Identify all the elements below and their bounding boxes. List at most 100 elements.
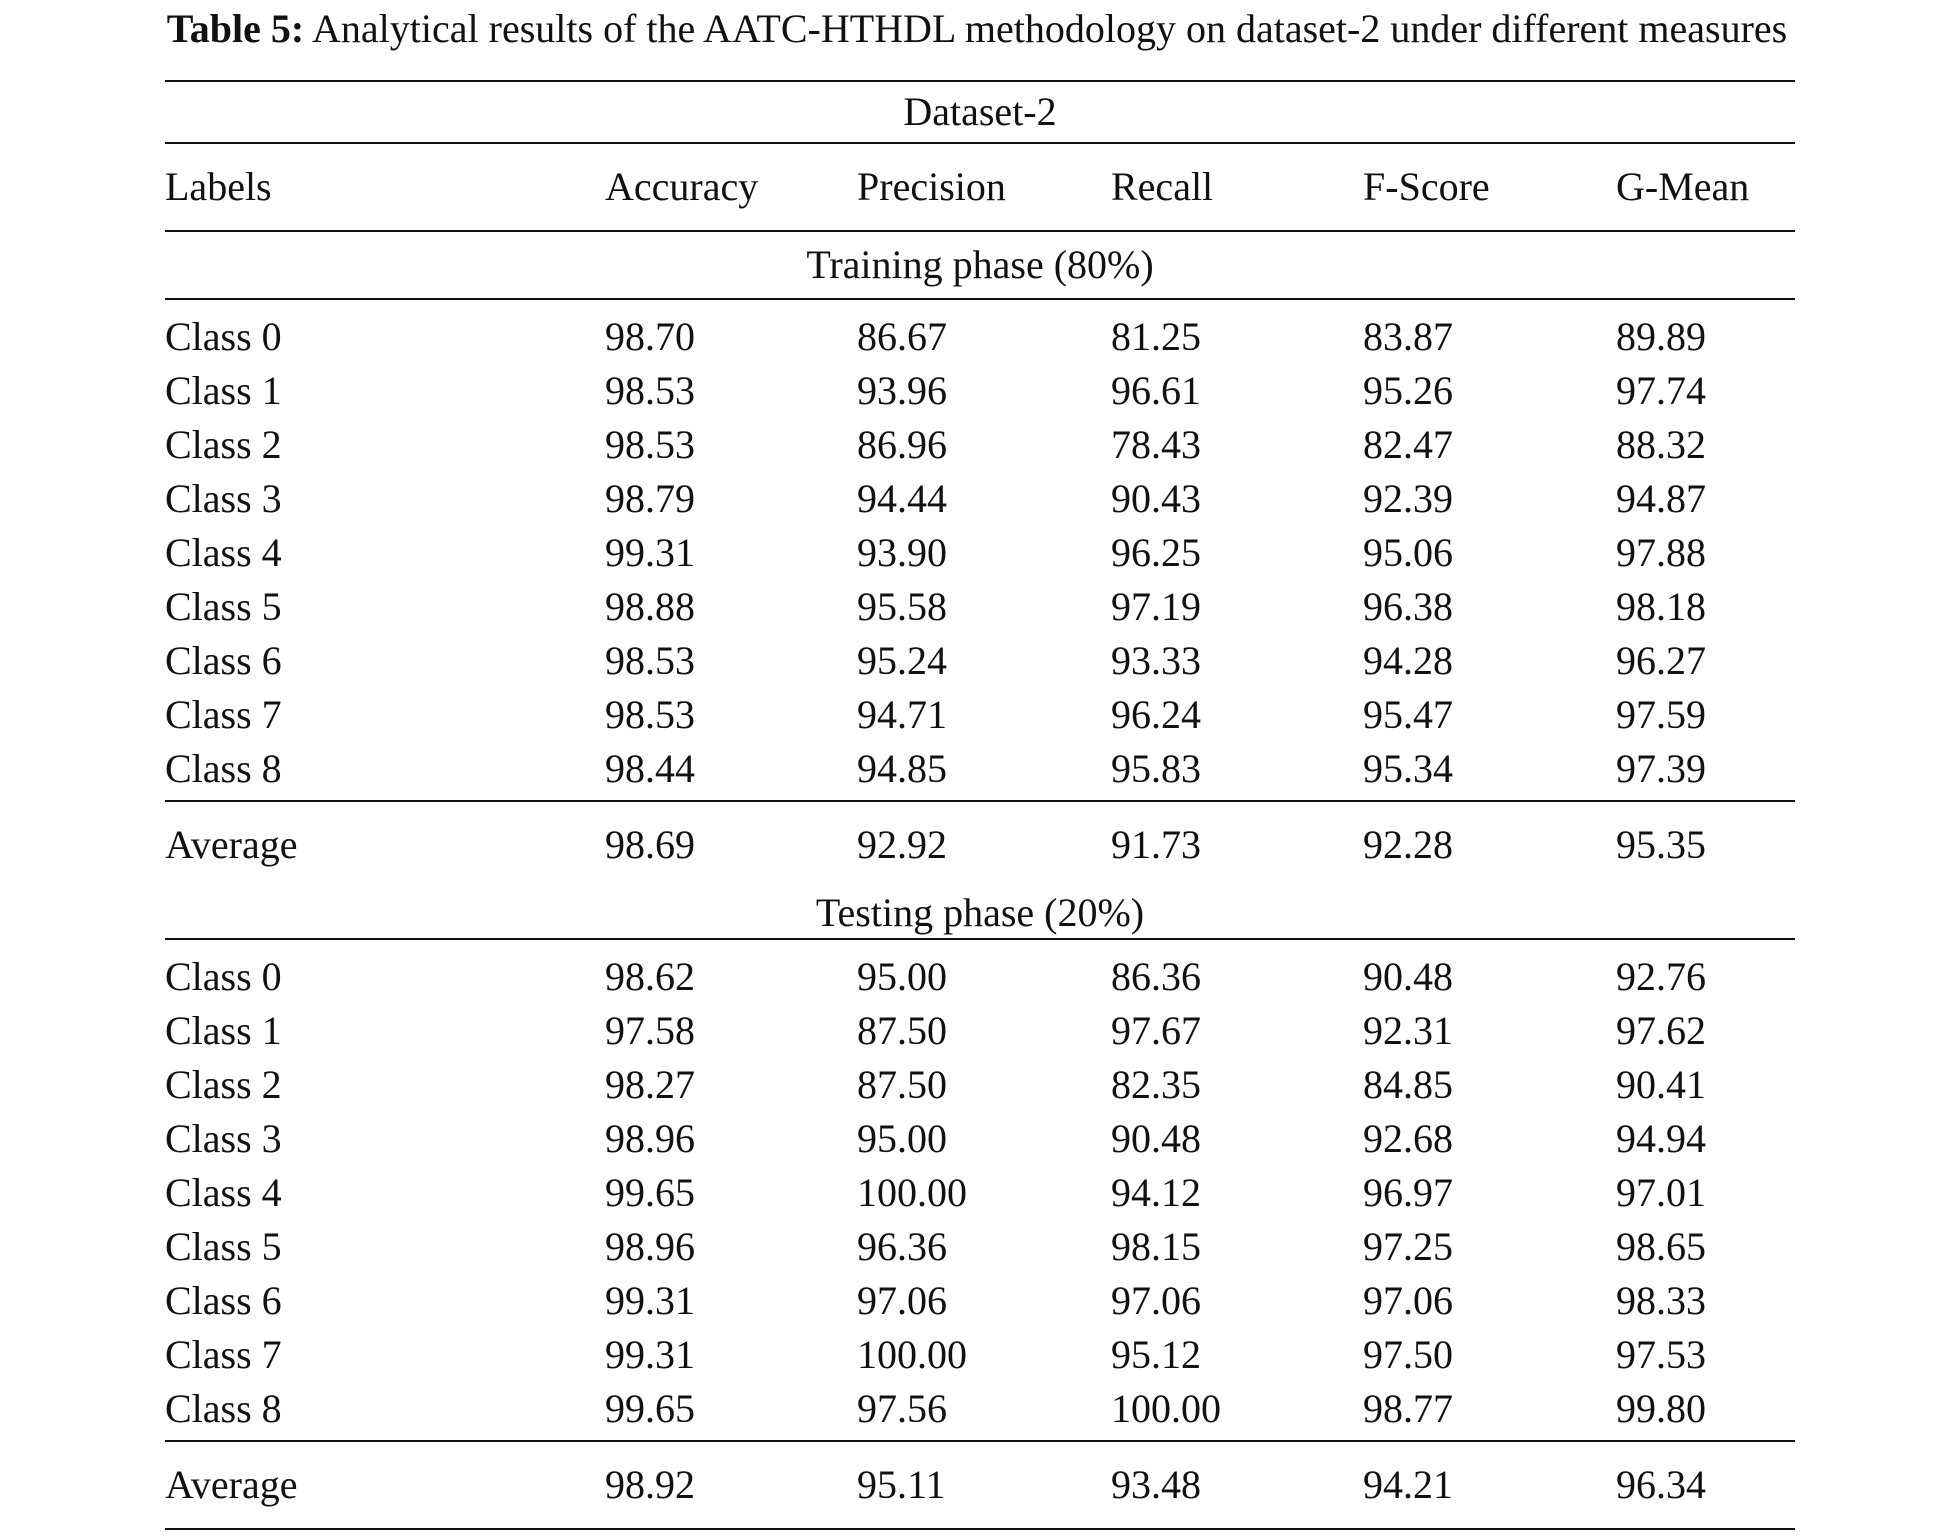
table-cell: Average xyxy=(165,822,298,867)
table-cell: 97.53 xyxy=(1616,1332,1706,1377)
table-cell: 96.25 xyxy=(1111,530,1201,575)
table-cell: 92.28 xyxy=(1363,822,1453,867)
training-rows: Class 0 98.70 86.67 81.25 83.87 89.89 Class 1 9… xyxy=(165,310,1795,796)
table-cell: Class 4 xyxy=(165,1170,282,1215)
table-cell: 93.33 xyxy=(1111,638,1201,683)
table-cell: 94.21 xyxy=(1363,1462,1453,1507)
table-cell: 98.27 xyxy=(605,1062,695,1107)
table-cell: 94.12 xyxy=(1111,1170,1201,1215)
table-cell: 93.48 xyxy=(1111,1462,1201,1507)
table-cell: 90.41 xyxy=(1616,1062,1706,1107)
table-cell: 90.48 xyxy=(1111,1116,1201,1161)
table-cell: 92.68 xyxy=(1363,1116,1453,1161)
table-cell: 93.96 xyxy=(857,368,947,413)
table-cell: 99.65 xyxy=(605,1386,695,1431)
table-cell: 95.83 xyxy=(1111,746,1201,791)
top-rule xyxy=(165,80,1795,82)
testing-rows: Class 0 98.62 95.00 86.36 90.48 92.76 Class 1 9… xyxy=(165,950,1795,1436)
table-cell: 97.39 xyxy=(1616,746,1706,791)
testing-spacer xyxy=(165,940,1795,950)
table-cell: 97.50 xyxy=(1363,1332,1453,1377)
training-average-row: Average 98.69 92.92 91.73 92.28 95.35 xyxy=(165,802,1795,888)
table-cell: 97.67 xyxy=(1111,1008,1201,1053)
table-cell: 97.19 xyxy=(1111,584,1201,629)
table-cell: 98.65 xyxy=(1616,1224,1706,1269)
table-row: Class 4 99.65 100.00 94.12 96.97 97.01 xyxy=(165,1166,1795,1220)
table-cell: Class 5 xyxy=(165,1224,282,1269)
table-cell: 95.58 xyxy=(857,584,947,629)
table-cell: 97.56 xyxy=(857,1386,947,1431)
table-cell: 98.18 xyxy=(1616,584,1706,629)
table-cell: 99.31 xyxy=(605,1278,695,1323)
table-cell: Class 2 xyxy=(165,422,282,467)
table-cell: 96.24 xyxy=(1111,692,1201,737)
table-cell: Class 7 xyxy=(165,692,282,737)
column-header-labels: Labels xyxy=(165,164,272,209)
table-cell: 87.50 xyxy=(857,1008,947,1053)
table-cell: 82.47 xyxy=(1363,422,1453,467)
table-cell: Class 1 xyxy=(165,1008,282,1053)
table-cell: Class 0 xyxy=(165,954,282,999)
table-cell: 97.58 xyxy=(605,1008,695,1053)
table-cell: 88.32 xyxy=(1616,422,1706,467)
table-cell: 95.34 xyxy=(1363,746,1453,791)
testing-average-row: Average 98.92 95.11 93.48 94.21 96.34 xyxy=(165,1442,1795,1528)
table-row: Class 1 97.58 87.50 97.67 92.31 97.62 xyxy=(165,1004,1795,1058)
table-cell: Average xyxy=(165,1462,298,1507)
table-cell: 95.00 xyxy=(857,1116,947,1161)
column-header-recall: Recall xyxy=(1111,164,1214,209)
table-row: Class 5 98.88 95.58 97.19 96.38 98.18 xyxy=(165,580,1795,634)
table-cell: 97.59 xyxy=(1616,692,1706,737)
table-cell: 82.35 xyxy=(1111,1062,1201,1107)
table-cell: 98.92 xyxy=(605,1462,695,1507)
table-cell: Class 2 xyxy=(165,1062,282,1107)
table-cell: Class 8 xyxy=(165,1386,282,1431)
table-cell: Class 0 xyxy=(165,314,282,359)
table-cell: 98.53 xyxy=(605,692,695,737)
table-cell: Class 3 xyxy=(165,476,282,521)
table-cell: 98.15 xyxy=(1111,1224,1201,1269)
dataset-header: Dataset-2 xyxy=(903,89,1057,134)
table-cell: 99.31 xyxy=(605,530,695,575)
table-row: Class 7 99.31 100.00 95.12 97.50 97.53 xyxy=(165,1328,1795,1382)
table-cell: 100.00 xyxy=(1111,1386,1221,1431)
table-cell: 94.94 xyxy=(1616,1116,1706,1161)
table-cell: Class 7 xyxy=(165,1332,282,1377)
table-cell: 98.69 xyxy=(605,822,695,867)
testing-phase-title: Testing phase (20%) xyxy=(815,890,1145,935)
table-cell: 94.71 xyxy=(857,692,947,737)
table-cell: 98.53 xyxy=(605,368,695,413)
table-cell: 99.31 xyxy=(605,1332,695,1377)
table-row: Class 3 98.96 95.00 90.48 92.68 94.94 xyxy=(165,1112,1795,1166)
table-cell: 83.87 xyxy=(1363,314,1453,359)
training-spacer xyxy=(165,300,1795,310)
table-row: Class 2 98.53 86.96 78.43 82.47 88.32 xyxy=(165,418,1795,472)
table-cell: Class 1 xyxy=(165,368,282,413)
column-header-accuracy: Accuracy xyxy=(605,164,759,209)
caption-text: Analytical results of the AATC-HTHDL met… xyxy=(312,6,1788,51)
table-cell: 95.35 xyxy=(1616,822,1706,867)
training-title-rule xyxy=(165,298,1795,300)
table-row: Class 8 99.65 97.56 100.00 98.77 99.80 xyxy=(165,1382,1795,1436)
table-row: Class 3 98.79 94.44 90.43 92.39 94.87 xyxy=(165,472,1795,526)
table-caption: Table 5: Analytical results of the AATC-… xyxy=(0,0,1954,60)
table-cell: 81.25 xyxy=(1111,314,1201,359)
table-cell: 78.43 xyxy=(1111,422,1201,467)
table-row: Class 2 98.27 87.50 82.35 84.85 90.41 xyxy=(165,1058,1795,1112)
table-cell: 90.48 xyxy=(1363,954,1453,999)
table-cell: 99.80 xyxy=(1616,1386,1706,1431)
table-cell: 95.47 xyxy=(1363,692,1453,737)
results-table: Dataset-2 Labels Accuracy Precision Reca… xyxy=(165,80,1795,1530)
table-cell: Class 8 xyxy=(165,746,282,791)
table-cell: 94.85 xyxy=(857,746,947,791)
table-cell: 98.96 xyxy=(605,1224,695,1269)
table-cell: 97.62 xyxy=(1616,1008,1706,1053)
table-cell: 97.06 xyxy=(857,1278,947,1323)
table-cell: 98.44 xyxy=(605,746,695,791)
table-cell: 95.12 xyxy=(1111,1332,1201,1377)
table-cell: 95.24 xyxy=(857,638,947,683)
table-cell: Class 4 xyxy=(165,530,282,575)
training-average-rule xyxy=(165,800,1795,802)
table-cell: 96.34 xyxy=(1616,1462,1706,1507)
testing-title-rule xyxy=(165,938,1795,940)
